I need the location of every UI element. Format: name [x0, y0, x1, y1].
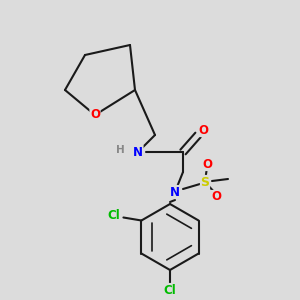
Text: N: N — [170, 185, 180, 199]
Text: O: O — [211, 190, 221, 203]
Text: H: H — [116, 145, 124, 155]
Text: N: N — [133, 146, 143, 158]
Text: S: S — [200, 176, 209, 188]
Text: O: O — [90, 109, 100, 122]
Text: Cl: Cl — [164, 284, 176, 296]
Text: O: O — [202, 158, 212, 170]
Text: O: O — [198, 124, 208, 136]
Text: Cl: Cl — [107, 209, 120, 222]
